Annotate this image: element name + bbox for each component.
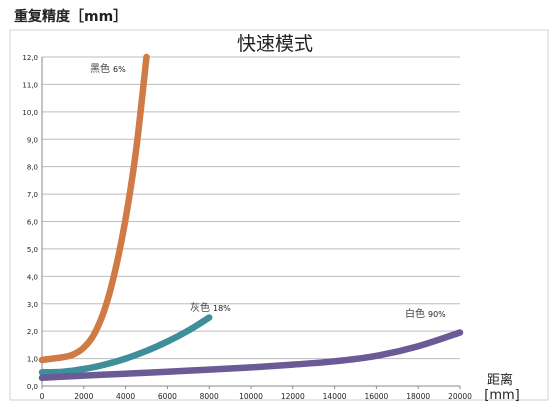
y-tick-label: 4,0 xyxy=(27,273,38,281)
series-line-black xyxy=(38,53,150,364)
grid xyxy=(42,56,460,387)
y-tick-label: 2,0 xyxy=(27,328,38,336)
y-tick-label: 6,0 xyxy=(27,219,38,227)
series-label-white: 白色 90% xyxy=(405,307,446,320)
y-tick-label: 10,0 xyxy=(22,109,38,117)
series-label-name: 白色 xyxy=(405,307,425,320)
series-label-gray: 灰色 18% xyxy=(190,301,231,314)
series-label-name: 灰色 xyxy=(190,301,210,314)
x-tick-label: 6000 xyxy=(158,392,177,401)
y-tick-label: 11,0 xyxy=(22,81,38,89)
series-line-white xyxy=(38,329,464,382)
x-tick-label: 16000 xyxy=(364,392,388,401)
series-label-pct: 6% xyxy=(113,65,126,74)
y-tick-label: 0,0 xyxy=(27,383,38,391)
x-tick-label: 8000 xyxy=(200,392,219,401)
series-label-pct: 18% xyxy=(213,304,231,313)
y-tick-label: 7,0 xyxy=(27,191,38,199)
x-tick-label: 18000 xyxy=(406,392,430,401)
x-tick-label: 20000 xyxy=(448,392,472,401)
x-tick-label: 0 xyxy=(40,392,45,401)
series-line-gray xyxy=(38,314,213,376)
x-tick-label: 14000 xyxy=(323,392,347,401)
axes: 0,0 1,0 2,0 3,0 4,0 5,0 6,0 7,0 8,0 9,0 10,0 11,0 12… xyxy=(22,54,472,401)
series-label-black: 黑色 6% xyxy=(90,62,126,75)
y-tick-label: 8,0 xyxy=(27,164,38,172)
x-tick-label: 10000 xyxy=(239,392,263,401)
plot-area-border xyxy=(9,29,549,401)
y-tick-label: 3,0 xyxy=(27,301,38,309)
series-group xyxy=(38,53,464,382)
x-tick-label: 4000 xyxy=(116,392,135,401)
x-tick-label: 12000 xyxy=(281,392,305,401)
x-axis-title-line2: [mm] xyxy=(484,388,519,403)
y-axis-title: 重复精度［mm］ xyxy=(14,8,127,25)
x-tick-label: 2000 xyxy=(74,392,93,401)
y-tick-label: 5,0 xyxy=(27,246,38,254)
x-axis-title-line1: 距离 xyxy=(487,372,513,388)
y-tick-label: 12,0 xyxy=(22,54,38,62)
series-label-pct: 90% xyxy=(428,310,446,319)
series-label-name: 黑色 xyxy=(90,62,110,75)
labels-group: 黑色 6% 灰色 18% 白色 90% xyxy=(90,62,446,320)
y-tick-label: 1,0 xyxy=(27,356,38,364)
y-tick-label: 9,0 xyxy=(27,136,38,144)
chart-title: 快速模式 xyxy=(237,33,313,55)
